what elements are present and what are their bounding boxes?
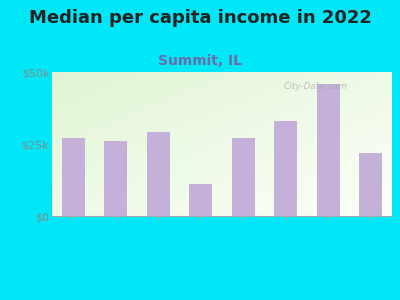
Bar — [104, 141, 128, 216]
Bar — [62, 138, 85, 216]
Bar — [232, 138, 255, 216]
Text: Median per capita income in 2022: Median per capita income in 2022 — [28, 9, 372, 27]
Text: Summit, IL: Summit, IL — [158, 54, 242, 68]
Bar — [189, 184, 212, 216]
Bar — [359, 153, 382, 216]
Bar — [316, 83, 340, 216]
Text: City-Data.com: City-Data.com — [283, 82, 347, 91]
Bar — [274, 121, 298, 216]
Bar — [146, 133, 170, 216]
